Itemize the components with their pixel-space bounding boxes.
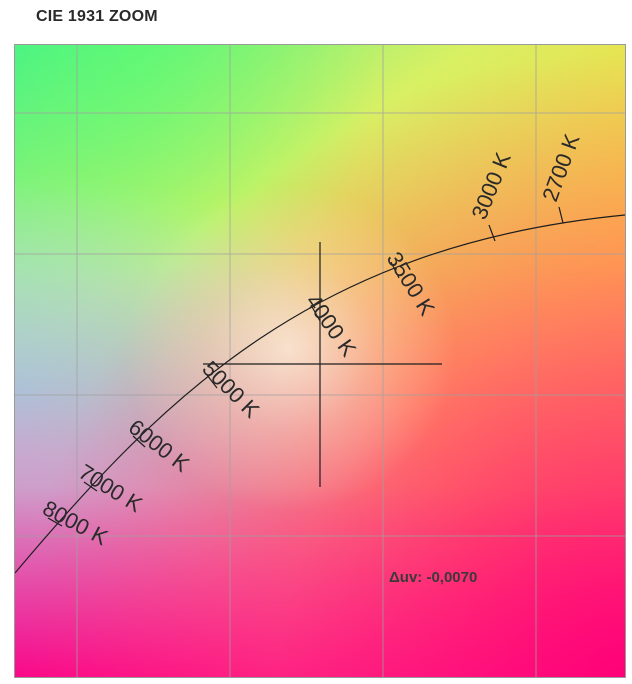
chart-title: CIE 1931 ZOOM <box>36 8 158 25</box>
isotherm-label-4000: 4000 K <box>301 290 362 362</box>
isotherm-label-5000: 5000 K <box>197 356 264 423</box>
planckian-locus-curve <box>15 214 625 574</box>
isotherm-label-7000: 7000 K <box>74 459 147 517</box>
isotherm-label-3500: 3500 K <box>382 247 440 320</box>
delta-uv-readout: Δuv: -0,0070 <box>389 569 478 586</box>
isotherm-label-6000: 6000 K <box>124 414 195 477</box>
isotherm-tick <box>47 517 63 527</box>
isotherm-tick <box>558 206 564 224</box>
isotherm-tick <box>206 374 218 389</box>
isotherm-labels: 2700 K 3000 K 3500 K 4000 K 5000 K 6000 … <box>39 130 585 550</box>
isotherm-tick <box>390 261 400 279</box>
isotherm-tick <box>83 481 98 492</box>
cie-chromaticity-plot[interactable]: 2700 K 3000 K 3500 K 4000 K 5000 K 6000 … <box>14 44 626 678</box>
crosshair-marker[interactable] <box>203 242 442 487</box>
isotherm-tick <box>310 304 321 322</box>
isotherm-label-3000: 3000 K <box>466 149 515 223</box>
isotherm-tick <box>132 435 146 448</box>
isotherm-tick <box>488 224 496 242</box>
isotherm-ticks <box>47 206 564 527</box>
plot-overlay: 2700 K 3000 K 3500 K 4000 K 5000 K 6000 … <box>15 45 625 677</box>
isotherm-label-2700: 2700 K <box>537 130 584 204</box>
